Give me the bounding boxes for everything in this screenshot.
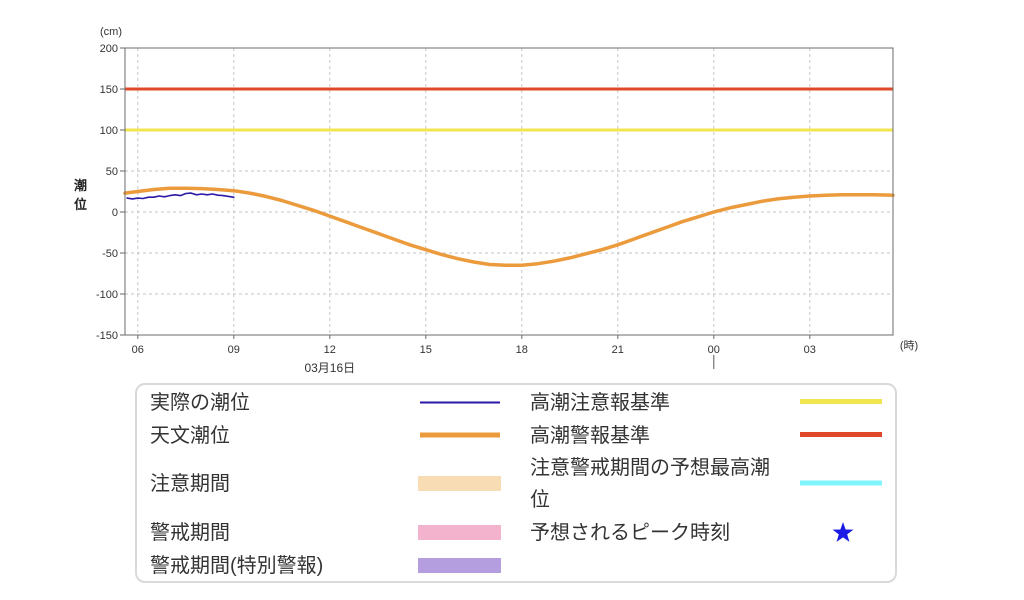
legend-label-observed-tide: 実際の潮位 — [150, 392, 250, 414]
x-tick-label: 03 — [804, 344, 816, 356]
y-tick-label: 50 — [106, 166, 118, 178]
legend-label-advisory-period: 注意期間 — [150, 473, 230, 495]
observed-tide-line — [126, 192, 235, 200]
legend-label-warning-threshold: 高潮警報基準 — [530, 425, 650, 447]
legend-label-advisory-threshold: 高潮注意報基準 — [530, 392, 670, 414]
plot-frame — [124, 47, 894, 336]
x-tick-label: 12 — [324, 344, 336, 356]
y-tick-label: -150 — [96, 330, 118, 342]
y-axis-title: 潮位 — [74, 178, 88, 212]
y-tick-label: 150 — [100, 84, 118, 96]
y-tick-label: -50 — [102, 248, 118, 260]
x-unit-label: (時) — [900, 339, 918, 352]
legend-label-peak-time: 予想されるピーク時刻 — [530, 522, 730, 544]
legend-label-special-warning-period: 警戒期間(特別警報) — [150, 555, 324, 577]
legend — [135, 383, 897, 583]
y-tick-label: -100 — [96, 289, 118, 301]
x-tick-label: 15 — [420, 344, 432, 356]
x-tick-label: 00 — [708, 344, 720, 356]
astronomical-tide-line — [123, 186, 895, 268]
series-layer — [123, 87, 895, 268]
x-tick-label: 18 — [516, 344, 528, 356]
x-tick-label: 21 — [612, 344, 624, 356]
y-unit-label: (cm) — [100, 26, 122, 38]
legend-label-forecast-max-tide: 注意警戒期間の予想最高潮位 — [530, 457, 770, 511]
y-tick-label: 0 — [112, 207, 118, 219]
y-tick-label: 200 — [100, 43, 118, 55]
legend-label-astronomical-tide: 天文潮位 — [150, 425, 230, 447]
axes: 200 150 100 50 0 -50 -100 -150 06 09 12 15 18 21 00 03 — [96, 43, 816, 369]
x-tick-label: 09 — [228, 344, 240, 356]
legend-label-warning-period: 警戒期間 — [150, 522, 230, 544]
y-tick-label: 100 — [100, 125, 118, 137]
date-label: 03月16日 — [304, 361, 355, 375]
x-tick-label: 06 — [132, 344, 144, 356]
